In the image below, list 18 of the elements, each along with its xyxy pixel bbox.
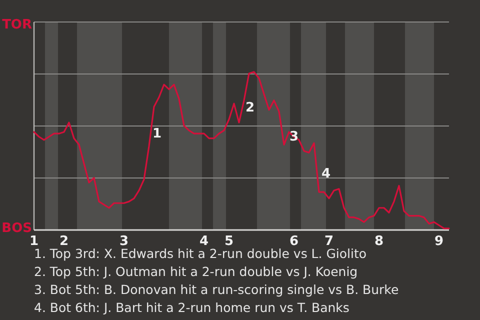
text: 1. Top 3rd: X. Edwards hit a 2-run double vs L. Giolito [34,246,367,261]
annotation: 4 [321,166,331,182]
annotation: 1 [152,126,162,142]
x-tick-label: 4 [199,234,209,249]
text: 4. Bot 6th: J. Bart hit a 2-run home run vs T. Banks [34,300,350,315]
text: 3. Bot 5th: B. Donovan hit a run-scoring single vs B. Burke [34,282,399,297]
text: BOS [2,220,32,236]
x-tick-label: 5 [224,234,234,249]
x-tick-label: 3 [119,234,129,249]
x-tick-label: 9 [434,234,444,249]
x-tick-label: 8 [374,234,384,249]
x-tick-label: 1 [29,234,39,249]
annotation: 2 [245,100,255,116]
x-tick-label: 6 [289,234,299,249]
text: TOR [2,18,32,32]
x-tick-label: 2 [59,234,69,249]
x-tick-label: 7 [324,234,334,249]
text: 2. Top 5th: J. Outman hit a 2-run double vs J. Koenig [34,264,358,279]
